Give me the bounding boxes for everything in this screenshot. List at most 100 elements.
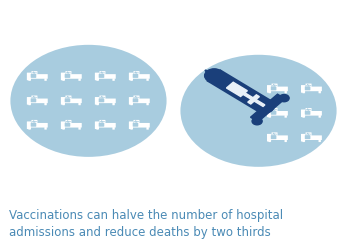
FancyBboxPatch shape [99,74,104,78]
FancyBboxPatch shape [62,103,65,105]
FancyBboxPatch shape [303,139,305,142]
FancyBboxPatch shape [31,123,36,127]
FancyBboxPatch shape [31,120,37,124]
FancyBboxPatch shape [301,134,305,141]
FancyBboxPatch shape [95,73,99,80]
FancyBboxPatch shape [285,139,287,142]
FancyBboxPatch shape [133,120,139,124]
FancyBboxPatch shape [96,127,99,130]
FancyBboxPatch shape [301,110,305,117]
Circle shape [208,71,219,79]
Circle shape [252,118,262,125]
FancyBboxPatch shape [319,91,321,93]
FancyBboxPatch shape [112,103,115,105]
Polygon shape [251,94,283,121]
FancyBboxPatch shape [267,85,271,93]
FancyBboxPatch shape [301,87,322,91]
Polygon shape [253,96,286,123]
FancyBboxPatch shape [269,139,271,142]
FancyBboxPatch shape [96,78,99,81]
FancyBboxPatch shape [271,86,277,90]
Text: Vaccinations can halve the number of hospital: Vaccinations can halve the number of hos… [9,209,283,222]
FancyBboxPatch shape [95,99,116,103]
FancyBboxPatch shape [95,74,116,79]
FancyBboxPatch shape [62,78,65,81]
Polygon shape [209,72,218,79]
FancyBboxPatch shape [271,111,277,115]
FancyBboxPatch shape [129,73,133,80]
FancyBboxPatch shape [267,134,271,141]
FancyBboxPatch shape [272,84,278,87]
FancyBboxPatch shape [133,74,138,78]
Circle shape [10,45,167,157]
FancyBboxPatch shape [61,123,82,127]
FancyBboxPatch shape [305,86,310,90]
FancyBboxPatch shape [112,78,115,81]
FancyBboxPatch shape [61,122,65,129]
FancyBboxPatch shape [305,111,310,115]
FancyBboxPatch shape [271,135,277,139]
FancyBboxPatch shape [95,122,99,129]
FancyBboxPatch shape [31,74,36,78]
FancyBboxPatch shape [130,78,133,81]
FancyBboxPatch shape [62,127,65,130]
Polygon shape [205,70,213,76]
FancyBboxPatch shape [44,78,47,81]
FancyBboxPatch shape [133,96,139,99]
FancyBboxPatch shape [28,103,31,105]
FancyBboxPatch shape [146,78,149,81]
FancyBboxPatch shape [61,74,82,79]
FancyBboxPatch shape [301,135,322,140]
FancyBboxPatch shape [78,78,81,81]
FancyBboxPatch shape [61,73,65,80]
FancyBboxPatch shape [65,96,71,99]
FancyBboxPatch shape [61,99,82,103]
Circle shape [205,69,224,82]
Polygon shape [248,95,259,104]
FancyBboxPatch shape [65,98,70,102]
FancyBboxPatch shape [303,115,305,118]
FancyBboxPatch shape [130,127,133,130]
FancyBboxPatch shape [99,120,105,124]
FancyBboxPatch shape [272,132,278,136]
Text: admissions and reduce deaths by two thirds: admissions and reduce deaths by two thir… [9,226,270,239]
FancyBboxPatch shape [285,91,287,93]
FancyBboxPatch shape [133,123,138,127]
FancyBboxPatch shape [285,115,287,118]
FancyBboxPatch shape [99,98,104,102]
FancyBboxPatch shape [133,98,138,102]
Circle shape [255,99,274,113]
FancyBboxPatch shape [65,71,71,75]
FancyBboxPatch shape [31,96,37,99]
FancyBboxPatch shape [305,132,312,136]
FancyBboxPatch shape [267,135,288,140]
FancyBboxPatch shape [99,123,104,127]
FancyBboxPatch shape [129,99,150,103]
Circle shape [279,95,289,102]
FancyBboxPatch shape [301,111,322,116]
FancyBboxPatch shape [78,127,81,130]
FancyBboxPatch shape [27,73,31,80]
FancyBboxPatch shape [96,103,99,105]
FancyBboxPatch shape [129,97,133,105]
FancyBboxPatch shape [99,71,105,75]
Polygon shape [208,70,271,111]
FancyBboxPatch shape [305,84,312,87]
FancyBboxPatch shape [269,115,271,118]
FancyBboxPatch shape [31,71,37,75]
Polygon shape [235,88,265,106]
Circle shape [180,55,337,167]
FancyBboxPatch shape [44,103,47,105]
FancyBboxPatch shape [133,71,139,75]
FancyBboxPatch shape [146,127,149,130]
FancyBboxPatch shape [27,123,48,127]
FancyBboxPatch shape [61,97,65,105]
FancyBboxPatch shape [95,123,116,127]
FancyBboxPatch shape [305,135,310,139]
FancyBboxPatch shape [65,123,70,127]
FancyBboxPatch shape [27,97,31,105]
FancyBboxPatch shape [267,110,271,117]
FancyBboxPatch shape [130,103,133,105]
FancyBboxPatch shape [319,115,321,118]
FancyBboxPatch shape [129,123,150,127]
